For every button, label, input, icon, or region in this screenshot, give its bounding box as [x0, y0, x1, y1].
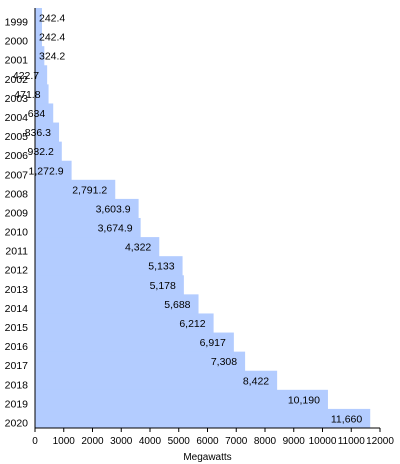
x-tick-group: 0 1000 2000 3000 4000 5000 6000 7000 8000 9000 100…: [32, 428, 394, 447]
bar-2006: [35, 141, 62, 162]
x-tick-label-12000: 12000: [366, 436, 394, 447]
bar-2014: [35, 294, 199, 314]
x-tick-label-10000: 10000: [309, 436, 337, 447]
category-label-2011: 2011: [5, 246, 28, 258]
x-tick-label-5000: 5000: [168, 436, 191, 447]
x-tick-label-7000: 7000: [225, 436, 248, 447]
category-label-2012: 2012: [5, 265, 29, 277]
bar-2001: [35, 46, 45, 66]
x-tick-label-6000: 6000: [196, 436, 219, 447]
value-label-2017: 7,308: [211, 356, 237, 368]
bar-1999: [35, 8, 42, 28]
value-label-2004: 634: [28, 108, 46, 120]
category-label-2020: 2020: [5, 417, 29, 429]
category-label-2007: 2007: [5, 169, 29, 181]
bar-group: [35, 8, 371, 429]
bar-2020: [35, 408, 371, 429]
category-label-2001: 2001: [5, 55, 29, 67]
value-label-2005: 836.3: [25, 127, 51, 139]
category-label-2004: 2004: [5, 112, 29, 124]
value-label-2003: 471.8: [14, 89, 40, 101]
value-label-2011: 4,322: [125, 242, 151, 254]
category-label-2014: 2014: [5, 303, 29, 315]
value-label-2002: 422.7: [13, 70, 39, 82]
category-label-2003: 2003: [5, 93, 29, 105]
x-tick-label-2000: 2000: [81, 436, 104, 447]
category-label-2005: 2005: [5, 131, 29, 143]
value-label-2015: 6,212: [179, 318, 205, 330]
category-label-2016: 2016: [5, 341, 29, 353]
category-label-group: 1999 2000 2001 2002 2003 2004 2005 2006 2007 2008…: [5, 17, 29, 430]
x-tick-label-3000: 3000: [110, 436, 133, 447]
value-label-2010: 3,674.9: [98, 223, 133, 235]
x-tick-label-4000: 4000: [139, 436, 162, 447]
value-label-2009: 3,603.9: [96, 203, 131, 215]
x-axis-title: Megawatts: [183, 452, 231, 463]
category-label-2018: 2018: [5, 379, 29, 391]
category-label-2006: 2006: [5, 150, 29, 162]
bar-2019: [35, 389, 328, 410]
value-label-2000: 242.4: [39, 32, 65, 44]
bar-2015: [35, 313, 214, 334]
category-label-2019: 2019: [5, 398, 29, 410]
category-label-2015: 2015: [5, 322, 29, 334]
value-label-2006: 932.2: [28, 146, 54, 158]
category-label-2017: 2017: [5, 360, 29, 372]
category-label-2009: 2009: [5, 207, 29, 219]
category-label-2008: 2008: [5, 188, 29, 200]
category-label-1999: 1999: [5, 17, 29, 29]
value-label-2008: 2,791.2: [72, 184, 107, 196]
category-label-2000: 2000: [5, 36, 29, 48]
value-label-2020: 11,660: [331, 413, 362, 425]
category-label-2010: 2010: [5, 227, 29, 239]
bar-2011: [35, 237, 160, 257]
value-label-2016: 6,917: [200, 337, 226, 349]
bar-2010: [35, 218, 141, 238]
bar-2007: [35, 160, 72, 181]
bar-2017: [35, 351, 246, 372]
bar-2002: [35, 65, 48, 85]
value-label-1999: 242.4: [39, 13, 65, 25]
bar-2008: [35, 179, 116, 200]
bar-2009: [35, 198, 139, 219]
x-tick-label-8000: 8000: [254, 436, 277, 447]
x-tick-label-0: 0: [32, 436, 38, 447]
bar-2000: [35, 27, 42, 47]
bar-2012: [35, 256, 183, 276]
bar-2018: [35, 370, 278, 391]
value-label-2007: 1,272.9: [29, 165, 64, 177]
x-tick-label-1000: 1000: [53, 436, 76, 447]
value-label-2019: 10,190: [288, 394, 320, 406]
bar-2003: [35, 84, 49, 104]
value-label-2018: 8,422: [243, 375, 269, 387]
x-tick-label-11000: 11000: [338, 436, 366, 447]
x-tick-label-9000: 9000: [283, 436, 306, 447]
category-label-2013: 2013: [5, 284, 29, 296]
bar-2016: [35, 332, 234, 353]
value-label-2001: 324.2: [39, 51, 65, 63]
bar-2004: [35, 103, 54, 124]
value-label-2012: 5,133: [148, 261, 174, 273]
category-label-2002: 2002: [5, 74, 29, 86]
bar-2013: [35, 275, 184, 295]
bar-2005: [35, 122, 60, 143]
value-label-2013: 5,178: [150, 280, 176, 292]
value-label-2014: 5,688: [164, 299, 190, 311]
